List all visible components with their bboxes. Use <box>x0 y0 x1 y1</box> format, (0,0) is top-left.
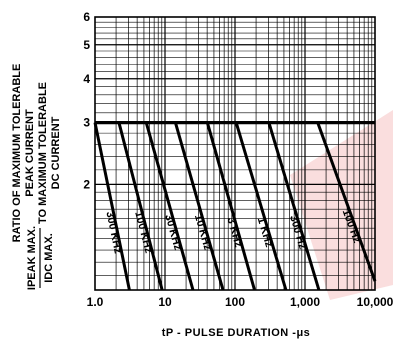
x-tick-label-1: 10 <box>158 295 172 309</box>
series-line-3 <box>174 122 225 291</box>
plot-frame <box>94 16 376 291</box>
y-tick-label-0: 2 <box>83 177 90 191</box>
y-tick-label-4: 6 <box>83 10 90 24</box>
x-tick-label-2: 100 <box>225 295 245 309</box>
ratio-numerator: IPEAK MAX. <box>26 226 38 290</box>
series-line-7 <box>316 122 377 282</box>
curve-label-4: 3 KHz <box>224 216 244 249</box>
y-tick-label-1: 3 <box>83 116 90 130</box>
curve-label-5: 1 KHz <box>255 216 275 249</box>
y-axis-title-line-2: PEAK CURRENT <box>24 109 36 197</box>
x-tick-label-3: 1,000 <box>290 295 320 309</box>
y-axis-title-line-3: TO MAXIMUM TOLERABLE <box>37 82 49 224</box>
series-line-0 <box>93 122 131 291</box>
curve-label-0: 300 KHz <box>103 210 123 255</box>
x-tick-label-0: 1.0 <box>87 295 104 309</box>
series-group <box>93 122 377 291</box>
series-line-1 <box>117 122 164 291</box>
y-axis-title-line-4: DC CURRENT <box>50 116 62 189</box>
ratio-denominator: IDC MAX. <box>43 233 55 283</box>
x-ticks: 1.0 10 100 1,000 10,000 <box>87 295 393 309</box>
series-line-6 <box>267 122 321 291</box>
series-line-2 <box>144 122 195 291</box>
series-line-5 <box>234 122 288 291</box>
y-axis-title: RATIO OF MAXIMUM TOLERABLE PEAK CURRENT … <box>11 64 62 243</box>
y-axis-title-line-1: RATIO OF MAXIMUM TOLERABLE <box>11 64 23 243</box>
y-tick-label-3: 5 <box>83 38 90 52</box>
x-tick-label-4: 10,000 <box>357 295 393 309</box>
curve-label-1: 100 KHz <box>132 210 154 255</box>
watermark <box>290 110 393 300</box>
ratio-label: IPEAK MAX. IDC MAX. <box>26 226 55 290</box>
curve-label-3: 10 KHz <box>192 213 214 252</box>
series-line-4 <box>205 122 256 291</box>
y-ticks: 2 3 4 5 6 <box>83 10 90 191</box>
y-tick-label-2: 4 <box>83 72 90 86</box>
x-axis-title: tP - PULSE DURATION -μs <box>162 327 311 339</box>
